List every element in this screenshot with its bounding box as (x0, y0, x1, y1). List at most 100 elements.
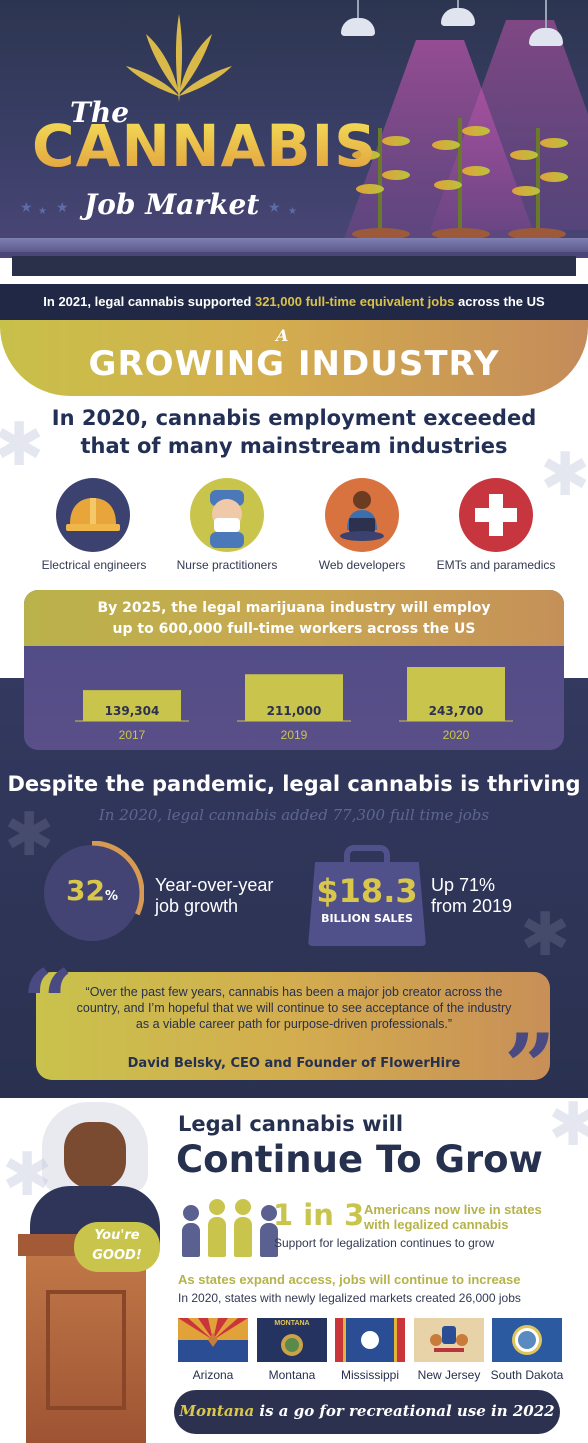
close-quote-icon: ” (504, 1014, 556, 1120)
projection-text: By 2025, the legal marijuana industry wi… (24, 598, 564, 640)
star-icon: ★ (38, 206, 47, 217)
ratio-value: 1 in 3 (273, 1198, 365, 1232)
ratio-line2: with legalized cannabis (364, 1217, 509, 1232)
pot-icon (352, 228, 410, 240)
growth-circle (44, 845, 140, 941)
growth-label: Year-over-year job growth (155, 875, 305, 917)
hard-hat-icon (56, 478, 130, 552)
montana-callout-rest: is a go for recreational use in 2022 (254, 1402, 555, 1420)
bar-2020 (407, 667, 505, 721)
person-icon (182, 1205, 200, 1257)
weight-handle (344, 845, 390, 869)
mississippi-flag-icon (335, 1318, 405, 1362)
star-icon: ★ (20, 200, 33, 216)
south-dakota-flag-icon (492, 1318, 562, 1362)
nurse-icon (210, 490, 244, 548)
quote-box (36, 972, 550, 1080)
jobs-bar-chart: 139,304 2017 211,000 2019 243,700 2020 (75, 667, 513, 742)
shelf (0, 238, 588, 252)
industry-label: Nurse practitioners (176, 558, 278, 572)
podium-panel (46, 1290, 126, 1410)
leaf-icon: ✱ (4, 800, 55, 870)
growth-progress-arc (91, 841, 144, 916)
montana-callout-state: Montana (179, 1402, 255, 1420)
south-dakota-flag-icon (492, 1318, 562, 1362)
leaf-icon (432, 140, 460, 150)
new-jersey-flag-icon (414, 1318, 484, 1362)
leaf-icon (540, 172, 568, 182)
leaf-icon (382, 136, 410, 146)
growth-unit: % (104, 889, 118, 904)
lamp-cord (357, 0, 359, 20)
person-icon (208, 1199, 226, 1257)
support-text: Support for legalization continues to gr… (274, 1236, 495, 1250)
leaf-icon: ✱ (2, 1140, 53, 1210)
new-jersey-flag-icon (414, 1318, 484, 1362)
montana-flag-icon: MONTANA (257, 1318, 327, 1362)
growth-arc-fill (91, 841, 144, 916)
plant-icon (378, 128, 382, 232)
shelf-strip (12, 256, 576, 276)
sales-label: BILLION SALES (321, 912, 413, 925)
bubble-line2: GOOD! (92, 1248, 142, 1263)
medical-cross-icon (459, 478, 533, 552)
pot-icon (508, 228, 566, 240)
bar-category-label: 2020 (443, 728, 470, 742)
state-label: Arizona (192, 1368, 234, 1382)
laptop-person-icon (325, 478, 399, 552)
hard-hat-icon (66, 498, 120, 531)
mississippi-flag-icon (335, 1318, 405, 1362)
states-heading: As states expand access, jobs will conti… (178, 1272, 521, 1287)
quote-author: David Belsky, CEO and Founder of FlowerH… (127, 1056, 461, 1071)
bar-value-label: 243,700 (429, 704, 484, 718)
montana-callout (174, 1390, 560, 1434)
bubble-line1: You're (94, 1228, 140, 1243)
leaf-icon: ✱ (520, 900, 571, 970)
state-label: Mississippi (340, 1368, 399, 1382)
leaf-icon (540, 138, 568, 148)
sales-growth-line2: from 2019 (431, 896, 513, 916)
bar-value-label: 211,000 (267, 704, 322, 718)
industry-label: Electrical engineers (41, 558, 147, 572)
jobs-banner: In 2021, legal cannabis supported 321,00… (0, 284, 588, 320)
speech-bubble-text: You're GOOD! (74, 1226, 160, 1266)
ratio-line1: Americans now live in states (364, 1202, 542, 1217)
header-illustration: The CANNABIS Job Market ★ ★ ★ ★ ★ (0, 0, 588, 258)
exceeded-line2: that of many mainstream industries (80, 434, 508, 458)
pot-icon (432, 228, 490, 240)
growth-label-line2: job growth (155, 896, 239, 916)
states-subheading: In 2020, states with newly legalized mar… (178, 1291, 521, 1305)
projection-line1: By 2025, the legal marijuana industry wi… (97, 600, 491, 616)
leaf-icon (434, 180, 462, 190)
nurse-icon (190, 478, 264, 552)
title-the: The (70, 96, 129, 129)
industry-label: EMTs and paramedics (436, 558, 556, 572)
laptop-person-icon (340, 491, 384, 541)
star-icon: ★ (268, 200, 281, 216)
exceeded-heading: In 2020, cannabis employment exceeded th… (0, 404, 588, 460)
bar-2017 (83, 690, 181, 721)
person-icon (260, 1205, 278, 1257)
continue-heading-line1: Legal cannabis will (178, 1112, 404, 1136)
title-cannabis: CANNABIS (32, 112, 377, 180)
quote-text: “Over the past few years, cannabis has b… (76, 985, 512, 1031)
title-job-market: Job Market (84, 188, 260, 221)
leaf-icon (352, 150, 380, 160)
leaf-icon: ✱ (548, 1090, 588, 1160)
exceeded-line1: In 2020, cannabis employment exceeded (51, 406, 537, 430)
sales-growth-line1: Up 71% (431, 875, 496, 895)
leaf-icon (512, 186, 540, 196)
arizona-flag-icon (178, 1318, 248, 1362)
star-icon: ★ (56, 200, 69, 216)
growth-number: 32 (66, 874, 105, 907)
leaf-icon (462, 126, 490, 136)
leaf-icon (462, 166, 490, 176)
ratio-description: Americans now live in states with legali… (364, 1202, 574, 1232)
projection-header (24, 590, 564, 646)
speech-bubble (74, 1222, 160, 1272)
leaf-icon (356, 184, 384, 194)
cannabis-leaf-icon (126, 14, 232, 102)
leaf-icon: ✱ (0, 410, 45, 480)
continue-heading-line2: Continue To Grow (176, 1138, 543, 1181)
